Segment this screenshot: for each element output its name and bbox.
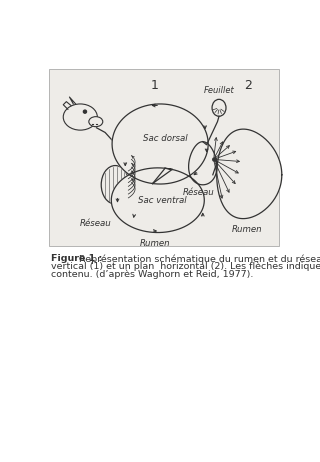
Ellipse shape <box>63 104 97 130</box>
Polygon shape <box>111 168 204 232</box>
Circle shape <box>84 110 86 113</box>
Text: Rumen: Rumen <box>140 239 170 248</box>
Text: Sac dorsal: Sac dorsal <box>143 134 188 143</box>
Bar <box>49 69 279 246</box>
Text: contenu. (d’après Waghorn et Reid, 1977).: contenu. (d’après Waghorn et Reid, 1977)… <box>51 269 253 279</box>
Text: Représentation schématique du rumen et du réseau dans un plan: Représentation schématique du rumen et d… <box>79 254 320 264</box>
Text: Figure 1 :: Figure 1 : <box>51 254 105 263</box>
Text: Réseau: Réseau <box>80 219 112 228</box>
Polygon shape <box>217 129 282 219</box>
Text: Sac ventral: Sac ventral <box>138 196 187 205</box>
Text: Réseau: Réseau <box>183 188 215 197</box>
Polygon shape <box>188 142 217 185</box>
Text: Rumen: Rumen <box>232 225 262 234</box>
Text: Feuillet: Feuillet <box>204 86 234 96</box>
Text: vertical (1) et un plan  horizontal (2). Les flèches indiquent les mouvements du: vertical (1) et un plan horizontal (2). … <box>51 262 320 271</box>
Text: 1: 1 <box>151 79 159 91</box>
Ellipse shape <box>101 165 129 204</box>
Ellipse shape <box>212 99 226 116</box>
Text: 2: 2 <box>244 79 252 91</box>
Ellipse shape <box>89 116 103 127</box>
Polygon shape <box>112 104 208 184</box>
